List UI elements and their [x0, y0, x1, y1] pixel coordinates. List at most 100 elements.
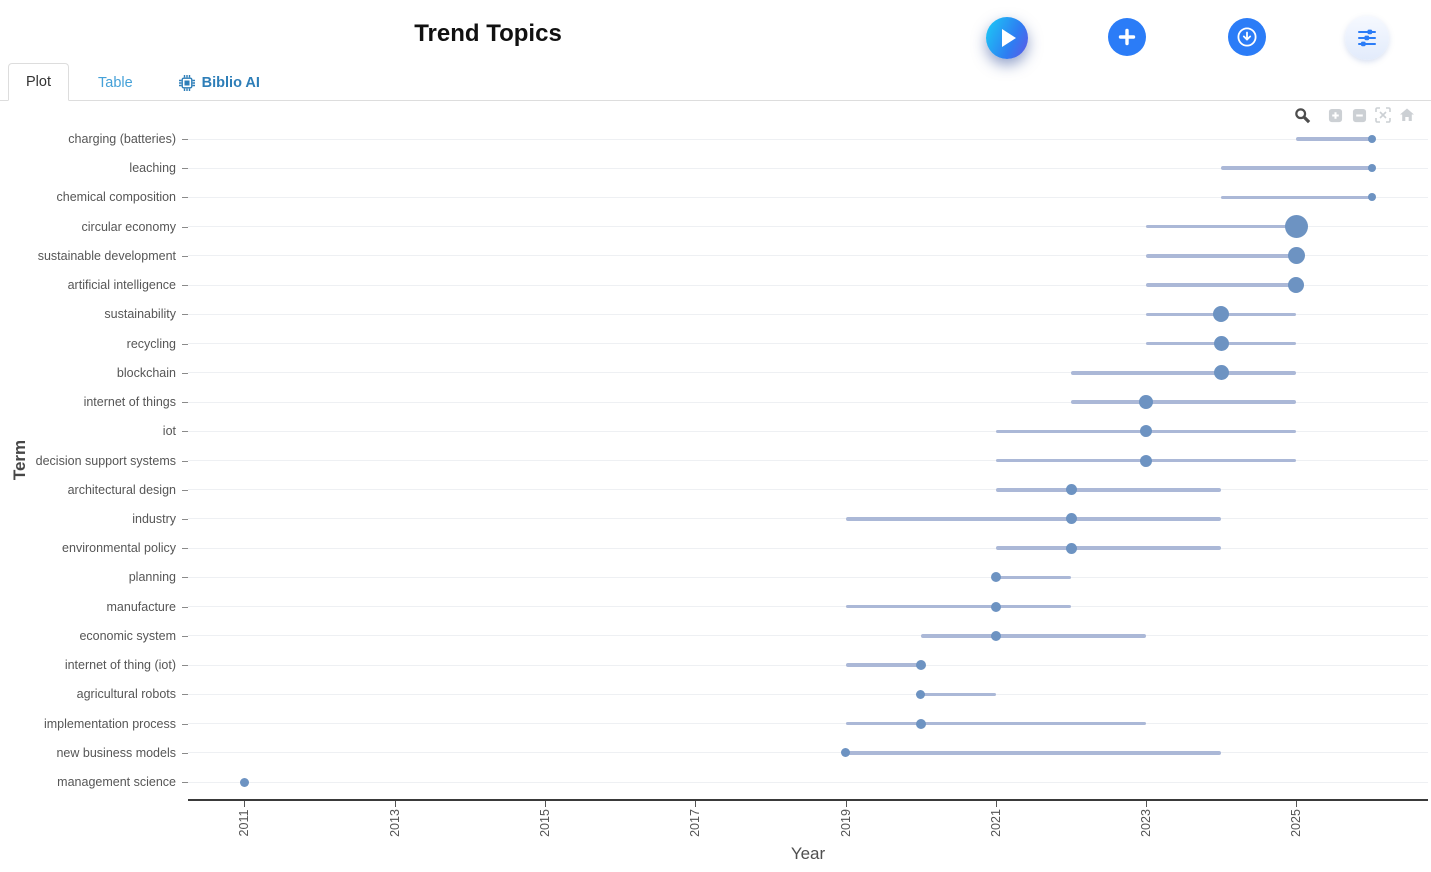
- trend-range-line: [845, 751, 1222, 755]
- trend-range-line: [1146, 224, 1297, 229]
- row-gridline: [188, 313, 1428, 315]
- y-tick-label: artificial intelligence: [67, 278, 176, 293]
- download-icon: [1237, 27, 1257, 47]
- download-button[interactable]: [1228, 18, 1266, 56]
- y-tick-label: manufacture: [106, 599, 176, 614]
- y-tick-mark: [182, 197, 188, 199]
- y-tick-label: implementation process: [43, 716, 176, 731]
- run-analysis-button[interactable]: [986, 17, 1028, 59]
- row-gridline: [188, 401, 1428, 403]
- y-tick-mark: [182, 314, 188, 316]
- x-tick-label: 2015: [537, 809, 552, 837]
- tab-table[interactable]: Table: [81, 65, 150, 101]
- y-tick-mark: [182, 752, 188, 754]
- y-tick-mark: [182, 168, 188, 170]
- trend-point[interactable]: [915, 660, 926, 671]
- y-tick-mark: [182, 226, 188, 228]
- row-gridline: [188, 489, 1428, 491]
- y-tick-mark: [182, 489, 188, 491]
- trend-point[interactable]: [1367, 164, 1376, 173]
- trend-point[interactable]: [1367, 193, 1376, 202]
- trend-range-line: [845, 517, 1222, 521]
- modebar-zoom-out-button[interactable]: [1347, 105, 1371, 125]
- row-gridline: [188, 460, 1428, 462]
- row-gridline: [188, 752, 1428, 754]
- x-axis-line: [188, 799, 1428, 801]
- y-tick-mark: [182, 577, 188, 579]
- x-tick-label: 2017: [688, 809, 703, 837]
- tab-plot-label: Plot: [26, 74, 51, 90]
- x-tick-label: 2013: [387, 809, 402, 837]
- trend-range-line: [1221, 166, 1372, 171]
- zoom-in-icon: [1328, 108, 1342, 122]
- chart-modebar: [1290, 105, 1419, 125]
- modebar-autoscale-button[interactable]: [1371, 105, 1395, 125]
- x-tick-label: 2021: [988, 809, 1003, 837]
- trend-point[interactable]: [1065, 484, 1077, 496]
- row-gridline: [188, 255, 1428, 257]
- trend-point[interactable]: [1065, 513, 1077, 525]
- add-button[interactable]: [1108, 18, 1146, 56]
- trend-range-line: [1221, 195, 1372, 200]
- row-gridline: [188, 343, 1428, 345]
- trend-point[interactable]: [1213, 336, 1229, 352]
- trend-point[interactable]: [841, 748, 851, 758]
- page-title: Trend Topics: [414, 20, 562, 47]
- trend-point[interactable]: [916, 689, 926, 699]
- trend-point[interactable]: [239, 777, 249, 787]
- row-gridline: [188, 576, 1428, 578]
- trend-point[interactable]: [915, 718, 926, 729]
- plus-icon: [1118, 28, 1136, 46]
- y-axis-title: Term: [10, 439, 29, 481]
- y-tick-label: management science: [57, 775, 176, 790]
- row-gridline: [188, 372, 1428, 374]
- trend-point[interactable]: [1287, 247, 1305, 265]
- x-tick-mark: [995, 801, 997, 807]
- trend-point[interactable]: [1288, 277, 1305, 294]
- trend-point[interactable]: [990, 601, 1001, 612]
- modebar-zoom-in-button[interactable]: [1323, 105, 1347, 125]
- modebar-zoom-button[interactable]: [1290, 105, 1314, 125]
- trend-range-line: [1071, 400, 1297, 404]
- trend-range-line: [920, 634, 1147, 638]
- y-tick-label: internet of things: [83, 395, 176, 410]
- trend-point[interactable]: [990, 630, 1001, 641]
- trend-point[interactable]: [1213, 365, 1229, 381]
- row-gridline: [188, 518, 1428, 520]
- row-gridline: [188, 635, 1428, 637]
- x-tick-mark: [1296, 801, 1298, 807]
- trend-point[interactable]: [1367, 135, 1376, 143]
- row-gridline: [188, 226, 1428, 228]
- trend-point[interactable]: [1140, 425, 1153, 438]
- y-tick-label: industry: [132, 511, 176, 526]
- y-tick-label: sustainable development: [37, 248, 176, 263]
- x-tick-mark: [244, 801, 246, 807]
- trend-point[interactable]: [1140, 454, 1153, 467]
- trend-point[interactable]: [1065, 542, 1077, 554]
- y-tick-label: internet of thing (iot): [64, 658, 176, 673]
- y-tick-label: sustainability: [104, 307, 176, 322]
- tab-biblio-ai[interactable]: Biblio AI: [162, 65, 277, 101]
- trend-range-line: [1146, 254, 1297, 258]
- y-tick-label: leaching: [129, 161, 176, 176]
- tab-bar: Plot Table Biblio AI: [0, 62, 1431, 101]
- y-tick-mark: [182, 694, 188, 696]
- trend-point[interactable]: [1213, 306, 1230, 323]
- trend-point[interactable]: [1139, 395, 1154, 410]
- trend-range-line: [995, 429, 1297, 434]
- trend-range-line: [845, 663, 921, 667]
- y-tick-mark: [182, 431, 188, 433]
- tab-biblio-ai-label: Biblio AI: [201, 75, 260, 91]
- tab-plot[interactable]: Plot: [8, 63, 69, 101]
- y-tick-label: recycling: [126, 336, 176, 351]
- y-tick-mark: [182, 723, 188, 725]
- row-gridline: [188, 138, 1428, 140]
- trend-range-line: [1071, 371, 1297, 375]
- row-gridline: [188, 430, 1428, 432]
- filters-button[interactable]: [1345, 16, 1389, 60]
- trend-point[interactable]: [1284, 215, 1308, 239]
- magnifier-icon: [1294, 107, 1310, 123]
- trend-point[interactable]: [990, 572, 1001, 583]
- modebar-reset-home-button[interactable]: [1395, 105, 1419, 125]
